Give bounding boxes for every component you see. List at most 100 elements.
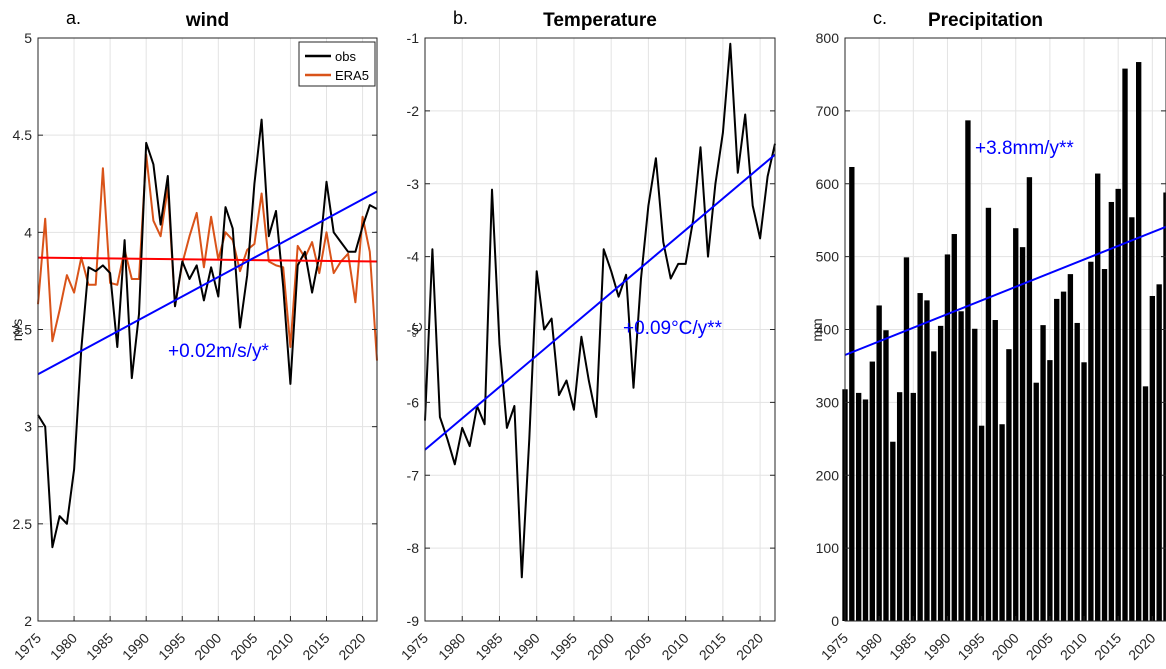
- bar: [1060, 291, 1067, 621]
- y-tick-label: 3.5: [13, 322, 33, 338]
- y-tick-label: 800: [816, 30, 840, 46]
- x-tick-label: 2015: [299, 630, 332, 663]
- trend-line: [844, 225, 1166, 356]
- bar: [937, 325, 944, 621]
- series-line-obs: [424, 42, 776, 579]
- x-tick-label: 1990: [920, 630, 953, 663]
- bar: [985, 207, 992, 621]
- legend-box: [298, 41, 376, 87]
- bar: [972, 328, 978, 621]
- y-tick-label: -9: [407, 613, 420, 629]
- y-tick-label: -8: [407, 540, 420, 556]
- x-tick-label: 2010: [263, 630, 296, 663]
- y-tick-label: -5: [407, 322, 420, 338]
- y-ticks: 0 100 200 300 400 500 600 700 800: [816, 30, 1166, 629]
- x-tick-label: 2020: [1125, 630, 1158, 663]
- bar: [855, 392, 862, 621]
- bar: [1142, 386, 1149, 621]
- y-tick-label: -3: [407, 176, 420, 192]
- y-tick-label: -4: [407, 249, 420, 265]
- x-tick-label: 2015: [1091, 630, 1124, 663]
- bar: [978, 425, 985, 621]
- bar: [903, 257, 910, 621]
- bar: [876, 305, 882, 621]
- x-tick-label: 2005: [1023, 630, 1056, 663]
- panel-label: c.: [873, 8, 887, 28]
- y-tick-label: 200: [816, 467, 840, 483]
- bar: [1067, 274, 1074, 621]
- bar: [1026, 177, 1033, 621]
- x-tick-label: 1995: [547, 630, 580, 663]
- bar: [958, 311, 964, 621]
- bar: [944, 254, 951, 621]
- x-tick-label: 1980: [435, 630, 468, 663]
- y-tick-label: 300: [816, 394, 840, 410]
- x-tick-label: 2005: [621, 630, 654, 663]
- x-tick-label: 2000: [191, 630, 224, 663]
- y-tick-label: -2: [407, 103, 420, 119]
- chart-title: wind: [185, 10, 229, 31]
- y-tick-label: 3: [24, 419, 32, 435]
- bar: [1040, 325, 1046, 621]
- x-tick-label: 2010: [658, 630, 691, 663]
- y-tick-label: 100: [816, 540, 840, 556]
- y-tick-label: 500: [816, 249, 840, 265]
- legend-label-era5: ERA5: [335, 68, 369, 83]
- bar: [1115, 188, 1121, 621]
- panel-label: a.: [66, 8, 81, 28]
- chart-title: Temperature: [543, 10, 657, 31]
- bar: [1129, 217, 1135, 621]
- trend-annotation: +3.8mm/y**: [975, 138, 1074, 159]
- bar: [1163, 192, 1166, 621]
- x-tick-label: 2010: [1057, 630, 1090, 663]
- x-tick-label: 2020: [733, 630, 766, 663]
- bar: [1047, 360, 1053, 621]
- bar: [1013, 228, 1019, 622]
- bar: [896, 392, 903, 621]
- x-tick-label: 2015: [696, 630, 729, 663]
- y-tick-label: 700: [816, 103, 840, 119]
- x-tick-label: 1985: [472, 630, 505, 663]
- y-tick-label: 0: [831, 613, 839, 629]
- y-axis-label: m/s: [9, 319, 25, 342]
- x-tick-label: 1975: [818, 630, 851, 663]
- bar: [1006, 349, 1012, 621]
- x-ticks: 1975 1980 1985 1990 1995 2000 2005 2010 2015 2020: [818, 616, 1159, 663]
- x-tick-label: 1995: [155, 630, 188, 663]
- bar: [849, 166, 855, 621]
- x-tick-label: 1985: [83, 630, 116, 663]
- x-tick-label: 2005: [227, 630, 260, 663]
- y-tick-label: 4.5: [13, 127, 33, 143]
- y-tick-label: 400: [816, 322, 840, 338]
- panel-label: b.: [453, 8, 468, 28]
- bar: [1108, 201, 1115, 621]
- legend-label-obs: obs: [335, 49, 356, 64]
- trend-line: [37, 190, 378, 376]
- bar: [931, 351, 937, 621]
- x-tick-label: 2000: [584, 630, 617, 663]
- bar: [1122, 68, 1128, 622]
- y-ticks: 2 2.5 3 3.5 4 4.5 5: [13, 30, 377, 629]
- y-axis-label: mm: [809, 318, 825, 341]
- y-tick-label: 2.5: [13, 516, 33, 532]
- bar: [890, 441, 896, 621]
- bar: [1033, 382, 1039, 621]
- trend-line: [424, 153, 776, 451]
- bar: [999, 424, 1005, 621]
- bar: [917, 293, 923, 621]
- y-tick-label: 600: [816, 176, 840, 192]
- y-tick-label: -7: [407, 467, 420, 483]
- x-tick-label: 1980: [47, 630, 80, 663]
- bar: [965, 120, 971, 621]
- x-ticks: 1975 1980 1985 1990 1995 2000 2005 2010 2015 2020: [398, 616, 766, 663]
- bar: [1101, 269, 1108, 621]
- bar: [1074, 322, 1080, 621]
- bar: [1149, 295, 1156, 621]
- y-tick-label: -1: [407, 30, 420, 46]
- x-tick-label: 2020: [335, 630, 368, 663]
- x-ticks: 1975 1980 1985 1990 1995 2000 2005 2010 2015 2020: [11, 616, 369, 663]
- trend-line: [37, 256, 378, 263]
- chart-title: Precipitation: [928, 10, 1043, 31]
- x-tick-label: 2000: [989, 630, 1022, 663]
